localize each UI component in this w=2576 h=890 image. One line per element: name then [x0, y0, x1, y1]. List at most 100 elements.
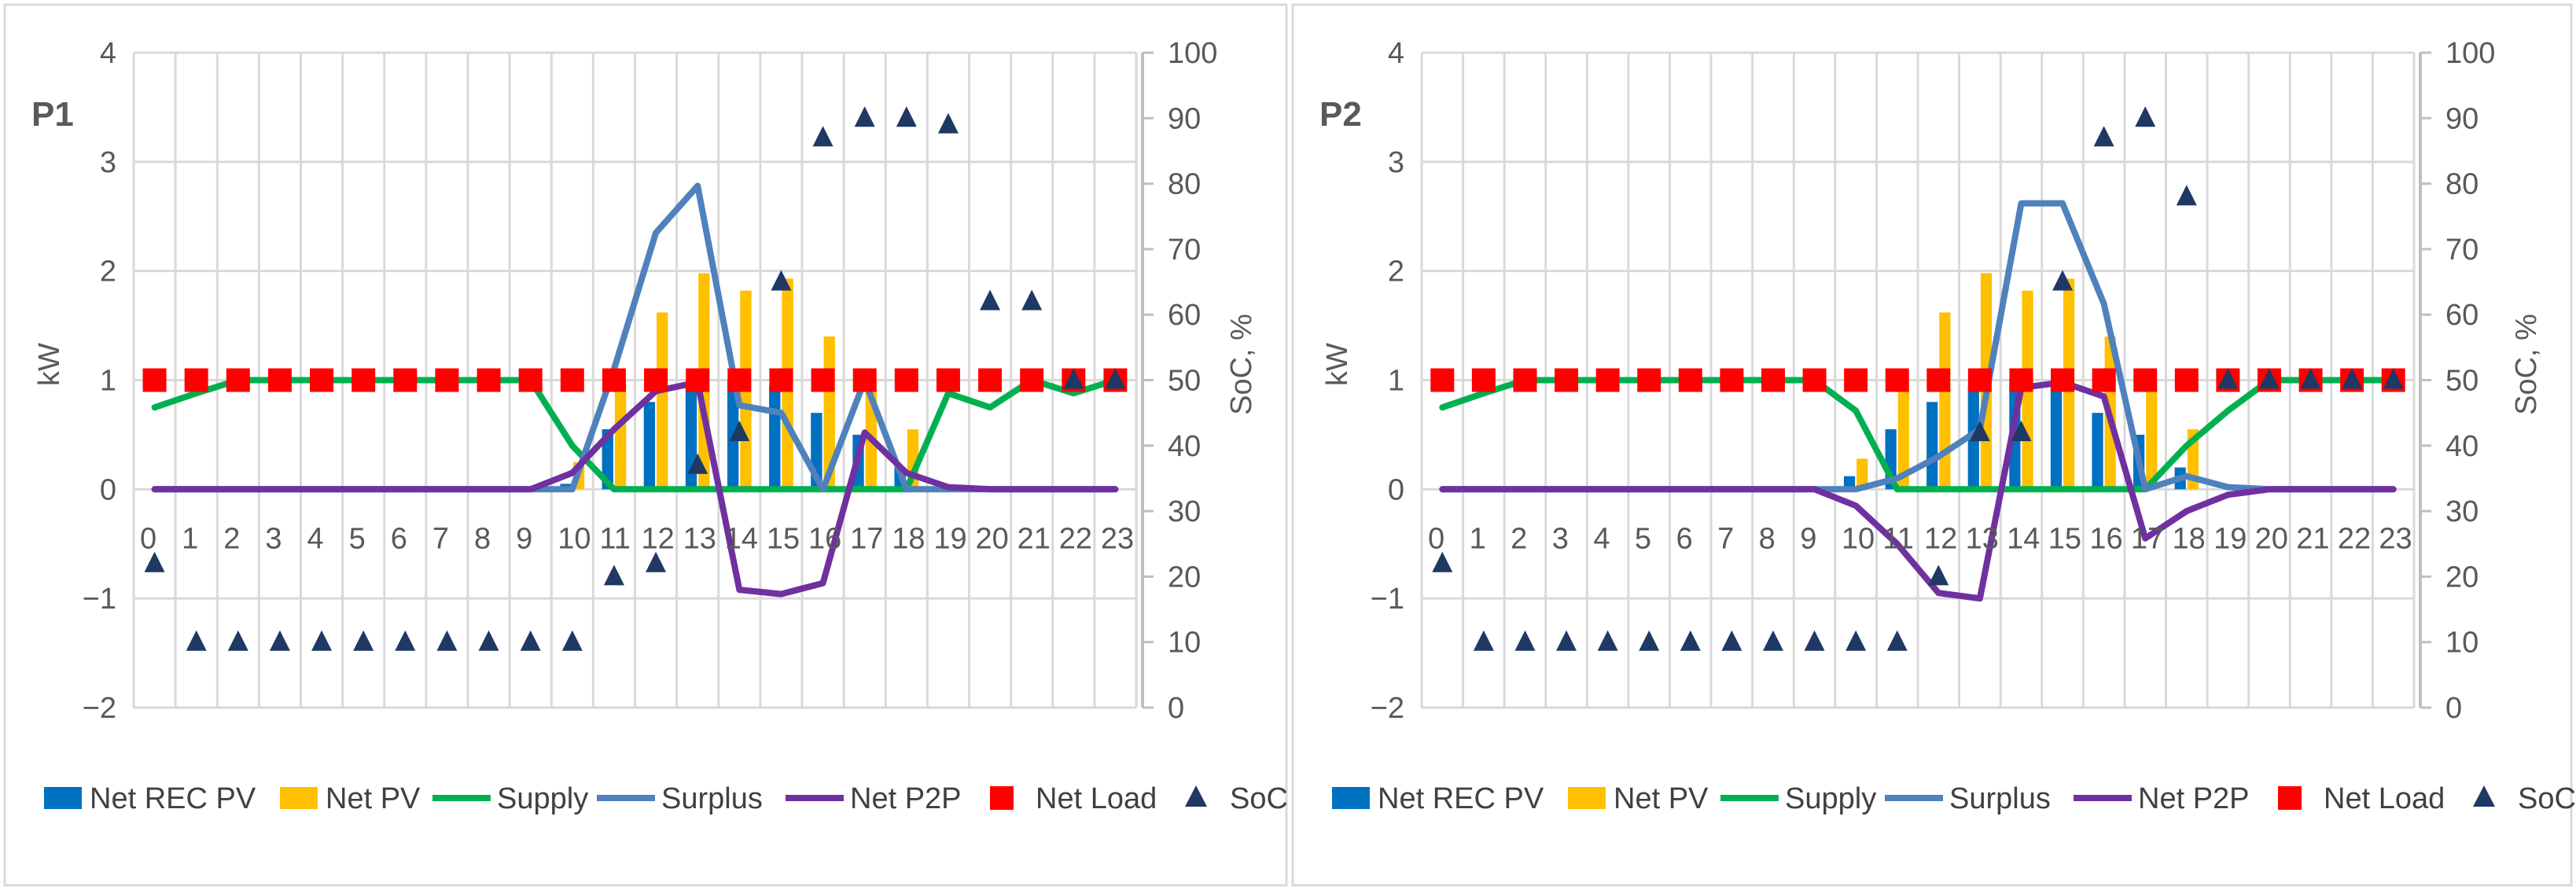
legend-swatch — [44, 787, 82, 809]
y2-tick-label: 80 — [1168, 168, 1201, 201]
x-tick-label: 8 — [1759, 522, 1776, 555]
marker-soc — [478, 630, 499, 651]
y2-axis-title: SoC, % — [1225, 314, 1258, 415]
marker-soc — [1762, 630, 1783, 651]
panel-frame — [1291, 3, 2573, 887]
bar-net-rec-pv — [2050, 385, 2063, 490]
x-tick-label: 13 — [1966, 522, 1999, 555]
marker-net-load — [435, 368, 459, 392]
marker-soc — [1514, 630, 1536, 651]
marker-net-load — [1885, 368, 1909, 392]
legend-swatch — [280, 787, 318, 809]
marker-net-load — [978, 368, 1003, 392]
x-tick-label: 8 — [474, 522, 491, 555]
x-tick-label: 14 — [2007, 522, 2040, 555]
x-tick-label: 11 — [1882, 522, 1913, 555]
y-tick-label: −1 — [83, 583, 116, 616]
y2-tick-label: 90 — [2445, 102, 2478, 135]
y2-tick-label: 90 — [1168, 102, 1201, 135]
y2-tick-label: 50 — [1168, 365, 1201, 398]
x-tick-label: 0 — [1428, 522, 1444, 555]
marker-net-load — [1844, 368, 1868, 392]
x-tick-label: 12 — [1924, 522, 1957, 555]
marker-net-load — [393, 368, 418, 392]
legend-item: SoC — [1185, 782, 1288, 815]
x-tick-label: 20 — [2255, 522, 2288, 555]
marker-net-load — [1637, 368, 1662, 392]
marker-soc — [227, 630, 248, 651]
legend-label: Surplus — [661, 782, 763, 815]
x-tick-label: 17 — [850, 522, 883, 555]
marker-soc — [2135, 106, 2156, 127]
x-tick-label: 16 — [2089, 522, 2122, 555]
x-tick-label: 0 — [140, 522, 156, 555]
legend-label: Net PV — [326, 782, 421, 815]
bar-net-rec-pv — [1843, 476, 1856, 490]
bar-net-pv — [1897, 380, 1909, 490]
legend-label: SoC — [2518, 782, 2576, 815]
marker-soc — [311, 630, 333, 651]
y2-tick-label: 70 — [2445, 234, 2478, 267]
marker-net-load — [769, 368, 793, 392]
y-tick-label: 0 — [1388, 473, 1404, 506]
marker-soc — [395, 630, 416, 651]
y2-tick-label: 20 — [2445, 561, 2478, 594]
x-tick-label: 17 — [2131, 522, 2164, 555]
marker-soc — [1432, 551, 1453, 572]
x-tick-label: 2 — [223, 522, 240, 555]
marker-soc — [896, 106, 917, 127]
marker-net-load — [2009, 368, 2033, 392]
marker-net-load — [1802, 368, 1827, 392]
marker-soc — [186, 630, 207, 651]
marker-soc — [269, 630, 290, 651]
x-tick-label: 7 — [1717, 522, 1734, 555]
marker-soc — [771, 270, 792, 291]
marker-soc — [1597, 630, 1618, 651]
y2-tick-label: 50 — [2445, 365, 2478, 398]
legend-triangle — [2473, 785, 2495, 807]
x-tick-label: 21 — [2296, 522, 2329, 555]
marker-net-load — [1430, 368, 1455, 392]
legend-item: Net Load — [2278, 782, 2445, 815]
marker-soc — [980, 289, 1001, 311]
bar-net-pv — [1857, 458, 1868, 490]
legend-item: Net Load — [990, 782, 1157, 815]
marker-soc — [646, 551, 667, 572]
marker-net-load — [1720, 368, 1744, 392]
marker-net-load — [1471, 368, 1496, 392]
x-tick-label: 20 — [976, 522, 1009, 555]
y2-tick-label: 100 — [2445, 37, 2495, 70]
marker-soc — [1886, 630, 1908, 651]
bar-net-pv — [1939, 312, 1951, 490]
marker-net-load — [894, 368, 918, 392]
legend-square — [2278, 786, 2302, 810]
x-tick-label: 6 — [391, 522, 407, 555]
x-tick-label: 7 — [432, 522, 449, 555]
legend: Net REC PV Net PV Supply Surplus Net P2P Net … — [1332, 782, 2576, 815]
legend-item: Surplus — [597, 782, 763, 815]
x-tick-label: 23 — [1101, 522, 1134, 555]
x-tick-label: 19 — [933, 522, 966, 555]
marker-soc — [2342, 368, 2363, 389]
marker-soc — [1969, 421, 1990, 442]
y-axis-title: kW — [33, 343, 66, 386]
marker-net-load — [1020, 368, 1044, 392]
y-tick-label: −1 — [1371, 583, 1404, 616]
x-tick-label: 12 — [642, 522, 675, 555]
marker-soc — [1804, 630, 1825, 651]
x-tick-label: 9 — [1800, 522, 1816, 555]
marker-net-load — [1555, 368, 1579, 392]
marker-net-load — [1513, 368, 1537, 392]
marker-soc — [603, 565, 624, 586]
y2-axis-title: SoC, % — [2510, 314, 2543, 415]
marker-net-load — [2092, 368, 2116, 392]
y-tick-label: −2 — [83, 692, 116, 725]
x-tick-label: 21 — [1018, 522, 1051, 555]
y2-tick-label: 10 — [1168, 627, 1201, 660]
marker-net-load — [142, 368, 167, 392]
line-net-p2p — [151, 379, 1119, 598]
x-tick-label: 4 — [307, 522, 324, 555]
bar-net-pv — [657, 312, 668, 490]
